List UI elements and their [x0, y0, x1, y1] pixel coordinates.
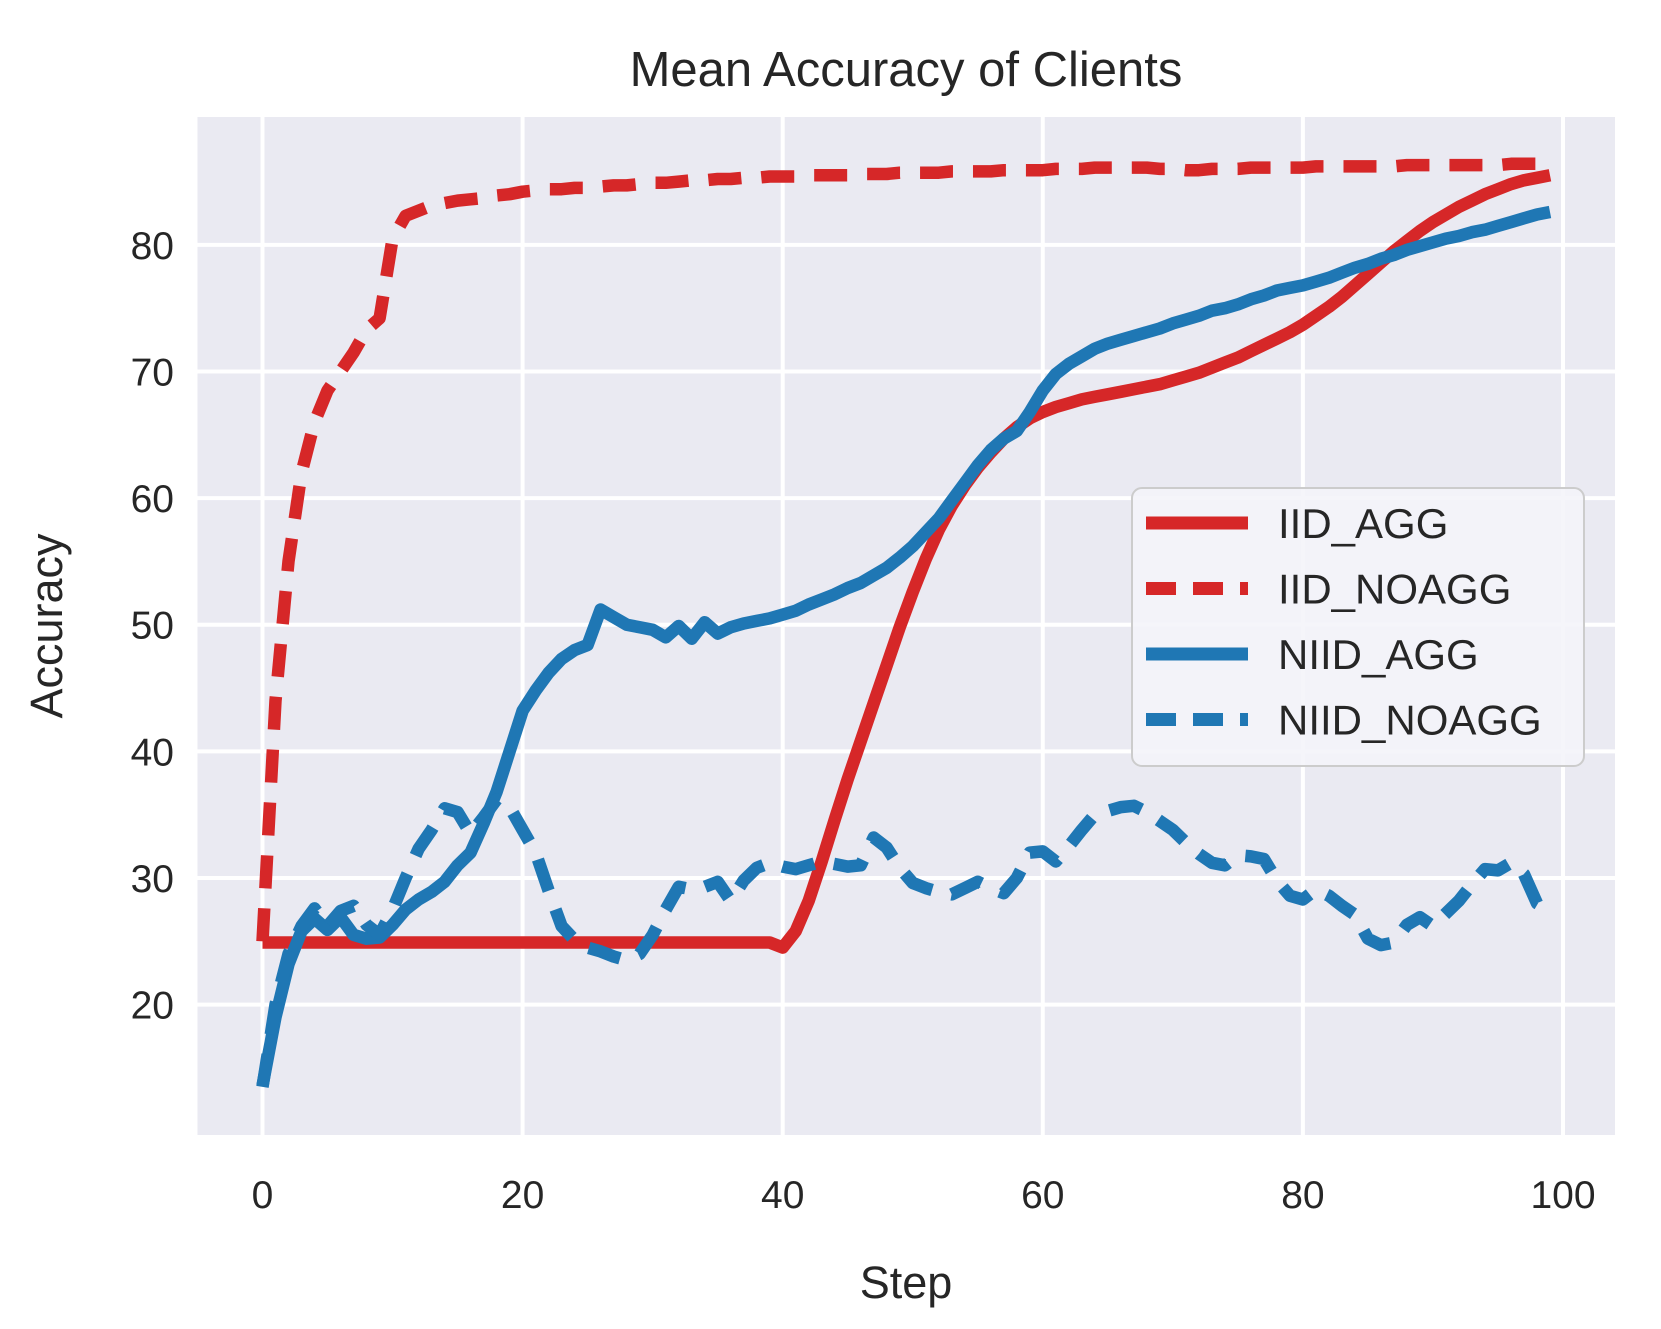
legend-label-NIID_AGG: NIID_AGG	[1278, 631, 1479, 678]
x-tick-label-0: 0	[252, 1174, 274, 1217]
y-tick-label-40: 40	[131, 731, 174, 774]
series-line-IID_NOAGG	[256, 157, 1550, 942]
legend-label-NIID_NOAGG: NIID_NOAGG	[1278, 697, 1542, 744]
chart-title: Mean Accuracy of Clients	[630, 43, 1183, 97]
legend-entry-NIID_AGG: NIID_AGG	[1146, 631, 1479, 678]
y-tick-label-30: 30	[131, 858, 174, 901]
y-tick-label-20: 20	[131, 985, 174, 1028]
legend-entry-IID_AGG: IID_AGG	[1146, 500, 1448, 547]
x-tick-label-20: 20	[501, 1174, 544, 1217]
y-axis-label: Accuracy	[21, 533, 72, 719]
x-tick-label-80: 80	[1281, 1174, 1324, 1217]
legend-box	[1131, 487, 1585, 767]
x-tick-label-60: 60	[1021, 1174, 1064, 1217]
y-tick-label-60: 60	[131, 478, 174, 521]
series-line-NIID_NOAGG	[256, 793, 1554, 1088]
legend-label-IID_NOAGG: IID_NOAGG	[1278, 566, 1511, 613]
legend-entry-NIID_NOAGG: NIID_NOAGG	[1146, 697, 1542, 744]
legend: IID_AGG IID_NOAGG NIID_AGG NIID_NOAGG	[1131, 487, 1585, 767]
y-tick-label-70: 70	[131, 352, 174, 395]
x-tick-label-100: 100	[1530, 1174, 1595, 1217]
series-line-IID_AGG	[262, 169, 1552, 954]
y-tick-label-50: 50	[131, 605, 174, 648]
legend-label-IID_AGG: IID_AGG	[1278, 500, 1448, 547]
legend-entry-IID_NOAGG: IID_NOAGG	[1146, 566, 1511, 613]
x-tick-label-40: 40	[761, 1174, 804, 1217]
x-axis-label: Step	[860, 1257, 953, 1308]
tick-labels: 0 20 40 60 80 100 20 30 40 50 60 70 80	[131, 225, 1596, 1217]
y-tick-label-80: 80	[131, 225, 174, 268]
series-line-NIID_AGG	[256, 205, 1552, 1087]
